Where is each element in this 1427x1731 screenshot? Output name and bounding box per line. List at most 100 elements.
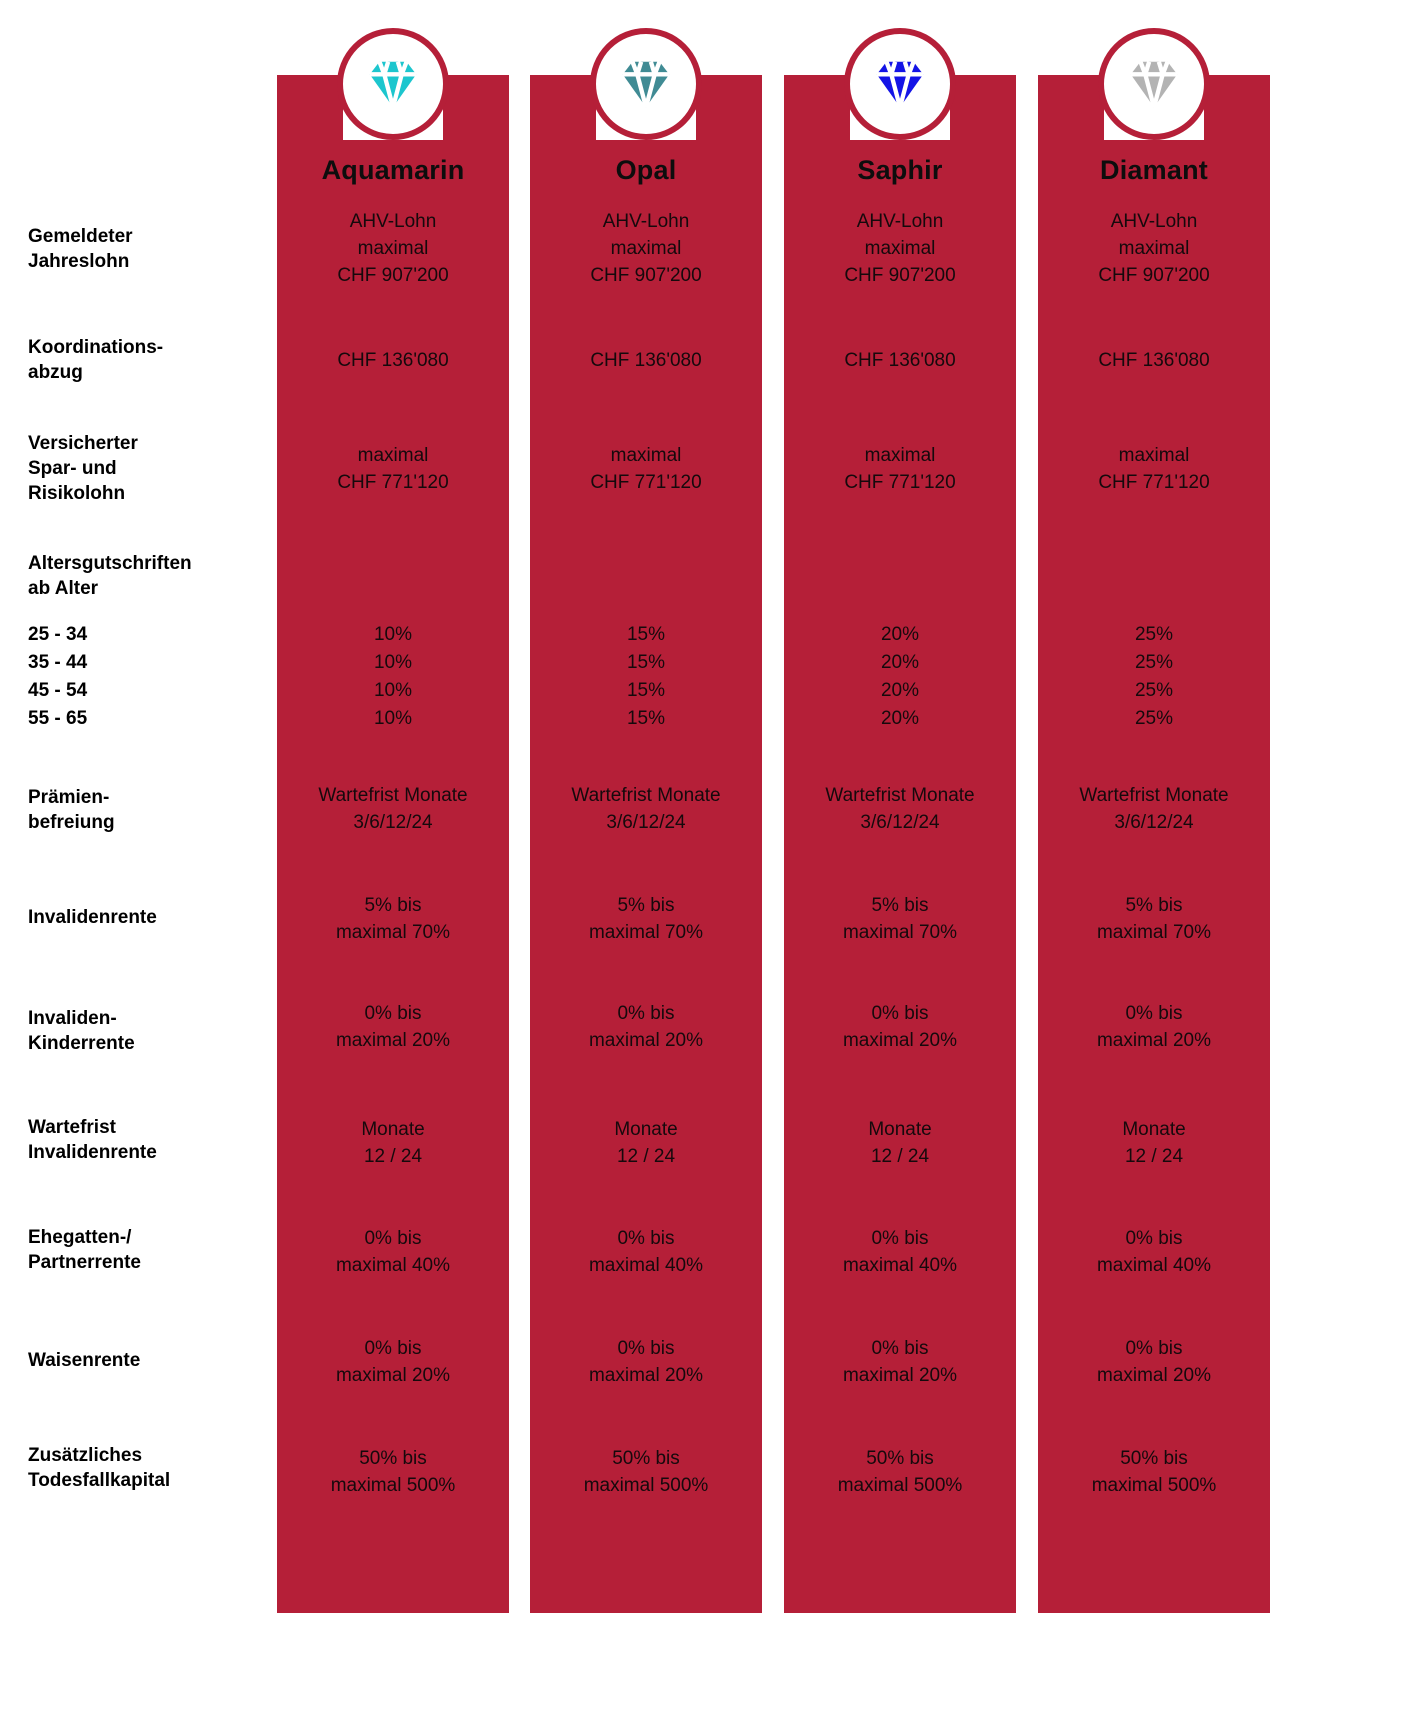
- plan-badge-saphir: [844, 28, 956, 140]
- plan-value-line: maximal 20%: [842, 1029, 958, 1051]
- row-label-line: Altersgutschriften: [28, 553, 192, 574]
- plan-value-cell: Wartefrist Monate 3/6/12/24: [530, 783, 762, 837]
- plan-value-cell: maximal CHF 771'120: [1038, 443, 1270, 497]
- plan-value-cell: Monate 12 / 24: [1038, 1117, 1270, 1171]
- plan-value-cell: 0% bis maximal 40%: [1038, 1226, 1270, 1280]
- plan-value-line: maximal: [610, 237, 682, 259]
- age-band-value: 15%: [626, 652, 666, 673]
- age-band-value: 20%: [880, 652, 920, 673]
- row-label: Invaliden- Kinderrente: [28, 1006, 273, 1056]
- row-label: Gemeldeter Jahreslohn: [28, 224, 273, 274]
- row-label: Waisenrente: [28, 1348, 273, 1373]
- age-band-value: 10%: [373, 708, 413, 729]
- plan-value-line: 0% bis: [617, 1228, 675, 1249]
- plan-value-cell: 0% bis maximal 40%: [530, 1226, 762, 1280]
- age-band-value: 20%: [880, 708, 920, 729]
- age-band-value: 10%: [373, 680, 413, 701]
- plan-value-line: maximal 40%: [588, 1254, 704, 1276]
- plan-value-line: maximal: [1118, 445, 1190, 466]
- plan-value-line: 12 / 24: [616, 1145, 676, 1167]
- plan-value-line: 0% bis: [871, 1338, 929, 1359]
- row-label: Ehegatten-/ Partnerrente: [28, 1225, 273, 1275]
- plan-value-line: 50% bis: [359, 1448, 427, 1469]
- plan-value-line: 0% bis: [617, 1003, 675, 1024]
- age-band-label: 25 - 34: [28, 624, 88, 645]
- plan-value-line: CHF 907'200: [844, 264, 956, 286]
- plan-value-line: Monate: [1122, 1119, 1186, 1140]
- plan-value-line: 0% bis: [364, 1338, 422, 1359]
- row-label-line: abzug: [28, 362, 83, 384]
- plan-value-line: 12 / 24: [870, 1145, 930, 1167]
- row-label: Versicherter Spar- und Risikolohn: [28, 431, 273, 506]
- row-label-line: Spar- und: [28, 458, 117, 480]
- row-label-line: Wartefrist: [28, 1117, 116, 1138]
- plan-value-line: CHF 771'120: [1098, 471, 1210, 493]
- row-label-line: befreiung: [28, 812, 115, 834]
- age-band-label: 35 - 44: [28, 652, 88, 673]
- plan-value-line: CHF 136'080: [337, 350, 449, 371]
- plan-value-cell: CHF 136'080: [1038, 348, 1270, 375]
- age-band-value: 10%: [373, 652, 413, 673]
- plan-value-cell: maximal CHF 771'120: [530, 443, 762, 497]
- plan-value-line: CHF 136'080: [590, 350, 702, 371]
- plan-title-diamant: Diamant: [1100, 155, 1208, 185]
- plan-value-line: maximal 70%: [842, 921, 958, 943]
- plan-value-cell: CHF 136'080: [530, 348, 762, 375]
- plan-value-cell: maximal CHF 771'120: [277, 443, 509, 497]
- plan-value-line: 3/6/12/24: [353, 811, 433, 833]
- plan-value-cell: 0% bis maximal 20%: [277, 1336, 509, 1390]
- plan-value-line: CHF 136'080: [1098, 350, 1210, 371]
- plan-value-cell: Wartefrist Monate 3/6/12/24: [1038, 783, 1270, 837]
- plan-value-line: maximal: [357, 445, 429, 466]
- plan-value-line: CHF 136'080: [844, 350, 956, 371]
- plan-value-line: maximal 500%: [330, 1474, 456, 1496]
- plan-value-line: 3/6/12/24: [606, 811, 686, 833]
- plan-value-line: 0% bis: [617, 1338, 675, 1359]
- plan-value-line: maximal: [1118, 237, 1190, 259]
- plan-value-line: maximal: [864, 237, 936, 259]
- row-label-line: Zusätzliches: [28, 1445, 143, 1466]
- row-label: Koordinations-abzug: [28, 335, 273, 385]
- plan-value-line: 12 / 24: [363, 1145, 423, 1167]
- plan-value-line: maximal: [610, 445, 682, 466]
- plan-value-cell: Wartefrist Monate 3/6/12/24: [784, 783, 1016, 837]
- row-label: Zusätzliches Todesfallkapital: [28, 1443, 273, 1493]
- plan-value-cell: Monate 12 / 24: [784, 1117, 1016, 1171]
- age-band-label: 45 - 54: [28, 680, 88, 701]
- age-band-label: 55 - 65: [28, 708, 88, 729]
- plan-value-line: 50% bis: [612, 1448, 680, 1469]
- plan-value-line: AHV-Lohn: [602, 211, 690, 232]
- age-band-value: 15%: [626, 708, 666, 729]
- plan-value-cell: AHV-Lohn maximal CHF 907'200: [277, 209, 509, 290]
- plan-value-line: AHV-Lohn: [856, 211, 944, 232]
- row-label-line: Risikolohn: [28, 483, 126, 505]
- plan-value-cell: 50% bis maximal 500%: [530, 1446, 762, 1500]
- plan-value-line: maximal 20%: [335, 1364, 451, 1386]
- plan-title-saphir: Saphir: [857, 155, 943, 185]
- age-band-value: 25%: [1134, 652, 1174, 673]
- plan-value-line: CHF 771'120: [844, 471, 956, 493]
- age-band-value: 25%: [1134, 624, 1174, 645]
- plan-value-line: 0% bis: [871, 1228, 929, 1249]
- plan-value-line: 5% bis: [617, 895, 675, 916]
- row-label-line: Ehegatten-/: [28, 1227, 132, 1248]
- plan-value-line: maximal 500%: [837, 1474, 963, 1496]
- plan-value-line: maximal 20%: [1096, 1029, 1212, 1051]
- plan-value-cell: AHV-Lohn maximal CHF 907'200: [1038, 209, 1270, 290]
- row-label: Prämien-befreiung: [28, 785, 273, 835]
- plan-value-line: maximal 70%: [1096, 921, 1212, 943]
- plan-value-line: 50% bis: [866, 1448, 934, 1469]
- plan-value-line: maximal: [864, 445, 936, 466]
- plan-value-cell: 5% bis maximal 70%: [784, 893, 1016, 947]
- row-label-line: ab Alter: [28, 578, 99, 600]
- plan-value-line: Monate: [361, 1119, 425, 1140]
- row-label-line: Invalidenrente: [28, 907, 157, 928]
- age-band-value: 15%: [626, 680, 666, 701]
- plan-value-cell: 50% bis maximal 500%: [784, 1446, 1016, 1500]
- plan-value-line: 0% bis: [364, 1228, 422, 1249]
- plan-title-opal: Opal: [615, 155, 677, 185]
- row-label: Invalidenrente: [28, 905, 273, 930]
- plan-value-line: maximal 20%: [588, 1029, 704, 1051]
- plan-value-line: 3/6/12/24: [1114, 811, 1194, 833]
- plan-value-line: 0% bis: [364, 1003, 422, 1024]
